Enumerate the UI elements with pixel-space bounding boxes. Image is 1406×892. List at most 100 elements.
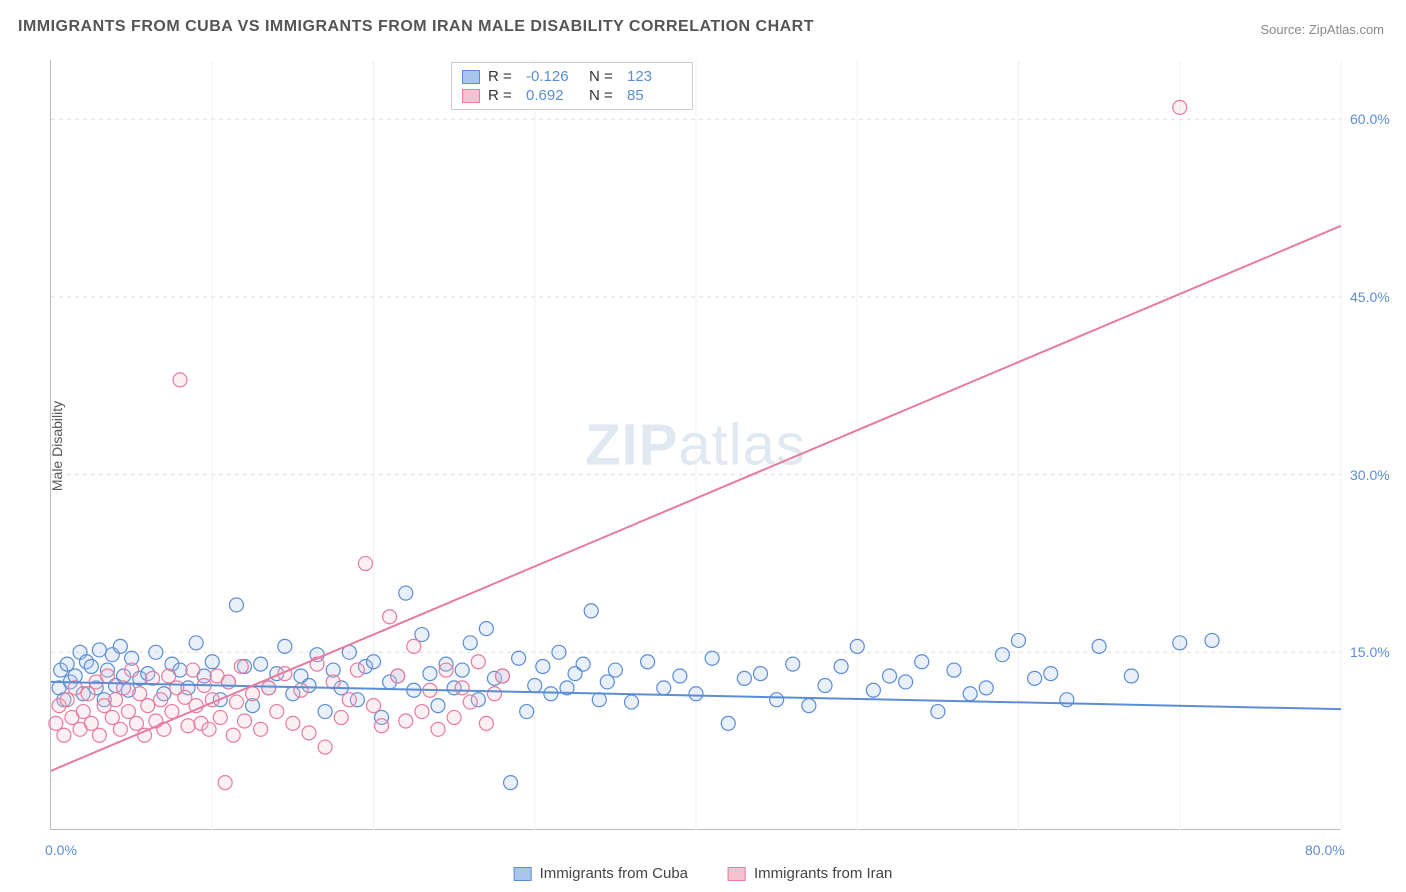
- data-point: [246, 687, 260, 701]
- data-point: [100, 669, 114, 683]
- y-tick-label: 15.0%: [1350, 644, 1398, 660]
- data-point: [92, 643, 106, 657]
- data-point: [162, 669, 176, 683]
- data-point: [625, 695, 639, 709]
- data-point: [802, 699, 816, 713]
- chart-title: IMMIGRANTS FROM CUBA VS IMMIGRANTS FROM …: [18, 18, 814, 36]
- data-point: [721, 716, 735, 730]
- data-point: [105, 710, 119, 724]
- data-point: [479, 622, 493, 636]
- data-point: [375, 719, 389, 733]
- data-point: [218, 776, 232, 790]
- data-point: [60, 657, 74, 671]
- data-point: [455, 681, 469, 695]
- data-point: [270, 705, 284, 719]
- data-point: [202, 722, 216, 736]
- data-point: [165, 705, 179, 719]
- legend-label-cuba: Immigrants from Cuba: [540, 865, 688, 882]
- data-point: [342, 693, 356, 707]
- data-point: [536, 660, 550, 674]
- data-point: [1092, 639, 1106, 653]
- data-point: [278, 639, 292, 653]
- data-point: [608, 663, 622, 677]
- data-point: [818, 678, 832, 692]
- data-point: [133, 687, 147, 701]
- data-point: [57, 728, 71, 742]
- data-point: [186, 663, 200, 677]
- data-point: [1124, 669, 1138, 683]
- data-point: [383, 610, 397, 624]
- y-tick-label: 45.0%: [1350, 289, 1398, 305]
- data-point: [487, 687, 501, 701]
- data-point: [173, 373, 187, 387]
- data-point: [113, 639, 127, 653]
- data-point: [334, 710, 348, 724]
- data-point: [254, 722, 268, 736]
- data-point: [576, 657, 590, 671]
- data-point: [947, 663, 961, 677]
- data-point: [367, 655, 381, 669]
- n-value-cuba: 123: [627, 68, 682, 85]
- data-point: [754, 667, 768, 681]
- data-point: [584, 604, 598, 618]
- data-point: [141, 699, 155, 713]
- data-point: [657, 681, 671, 695]
- data-point: [213, 710, 227, 724]
- data-point: [125, 663, 139, 677]
- series-legend: Immigrants from Cuba Immigrants from Ira…: [514, 865, 893, 882]
- data-point: [673, 669, 687, 683]
- plot-area: ZIPatlas R = -0.126 N = 123 R = 0.692 N …: [50, 60, 1340, 830]
- x-tick-label: 80.0%: [1305, 842, 1345, 858]
- data-point: [770, 693, 784, 707]
- data-point: [552, 645, 566, 659]
- data-point: [786, 657, 800, 671]
- data-point: [294, 683, 308, 697]
- data-point: [1028, 671, 1042, 685]
- r-label: R =: [488, 68, 518, 85]
- data-point: [76, 705, 90, 719]
- data-point: [238, 714, 252, 728]
- data-point: [463, 695, 477, 709]
- data-point: [181, 719, 195, 733]
- n-label: N =: [589, 87, 619, 104]
- data-point: [455, 663, 469, 677]
- r-value-cuba: -0.126: [526, 68, 581, 85]
- data-point: [81, 687, 95, 701]
- source-attribution: Source: ZipAtlas.com: [1260, 22, 1384, 37]
- data-point: [1060, 693, 1074, 707]
- data-point: [262, 681, 276, 695]
- data-point: [600, 675, 614, 689]
- y-tick-label: 30.0%: [1350, 467, 1398, 483]
- data-point: [189, 636, 203, 650]
- data-point: [399, 714, 413, 728]
- data-point: [979, 681, 993, 695]
- data-point: [149, 645, 163, 659]
- data-point: [391, 669, 405, 683]
- data-point: [318, 740, 332, 754]
- legend-item-iran: Immigrants from Iran: [728, 865, 892, 882]
- data-point: [528, 678, 542, 692]
- data-point: [358, 556, 372, 570]
- swatch-cuba: [514, 867, 532, 881]
- data-point: [415, 705, 429, 719]
- r-value-iran: 0.692: [526, 87, 581, 104]
- data-point: [286, 716, 300, 730]
- data-point: [92, 728, 106, 742]
- y-tick-label: 60.0%: [1350, 111, 1398, 127]
- data-point: [1012, 633, 1026, 647]
- data-point: [226, 728, 240, 742]
- legend-label-iran: Immigrants from Iran: [754, 865, 892, 882]
- data-point: [84, 716, 98, 730]
- data-point: [866, 683, 880, 697]
- data-point: [234, 660, 248, 674]
- data-point: [899, 675, 913, 689]
- data-point: [544, 687, 558, 701]
- data-point: [520, 705, 534, 719]
- data-point: [113, 722, 127, 736]
- data-point: [415, 628, 429, 642]
- data-point: [109, 693, 123, 707]
- data-point: [931, 705, 945, 719]
- x-tick-label: 0.0%: [45, 842, 77, 858]
- data-point: [592, 693, 606, 707]
- data-point: [471, 655, 485, 669]
